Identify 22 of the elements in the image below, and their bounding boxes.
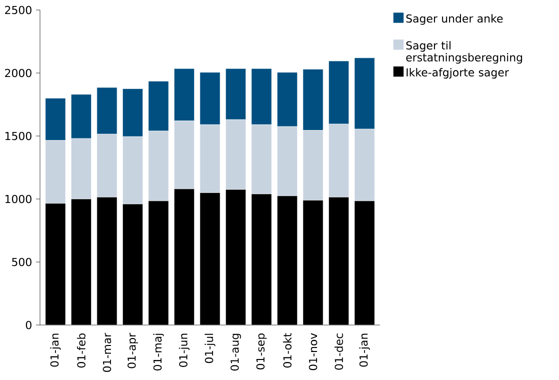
- x-tick-label: 01-jan: [50, 334, 61, 367]
- legend-label: Sager til erstatningsberegning: [406, 41, 522, 64]
- x-tick-label: 01-okt: [283, 333, 292, 368]
- legend-label: Sager under anke: [406, 14, 503, 25]
- x-tick-label: 01-feb: [76, 333, 86, 368]
- x-tick-label: 01-mar: [102, 332, 112, 372]
- x-tick-label: 01-jan: [359, 334, 370, 367]
- y-tick-label: 2000: [5, 68, 32, 78]
- x-tick-label: 01-aug: [230, 334, 241, 371]
- x-tick-label: 01-apr: [128, 332, 138, 368]
- x-tick-label: 01-jun: [178, 334, 190, 367]
- y-tick-label: 500: [12, 258, 32, 266]
- x-tick-label: 01-dec: [334, 334, 344, 370]
- y-tick-label: 0: [26, 320, 32, 330]
- y-tick-label: 2500: [5, 6, 32, 14]
- legend-label: Ikke-afgjorte sager: [406, 68, 509, 79]
- x-tick-label: 01-sep: [256, 333, 267, 370]
- y-tick-label: 1000: [5, 194, 32, 204]
- y-tick-label: 1500: [5, 132, 32, 140]
- x-tick-label: 01-jul: [204, 334, 216, 364]
- x-tick-label: 01-nov: [308, 333, 318, 370]
- x-tick-label: 01-maj: [153, 334, 164, 370]
